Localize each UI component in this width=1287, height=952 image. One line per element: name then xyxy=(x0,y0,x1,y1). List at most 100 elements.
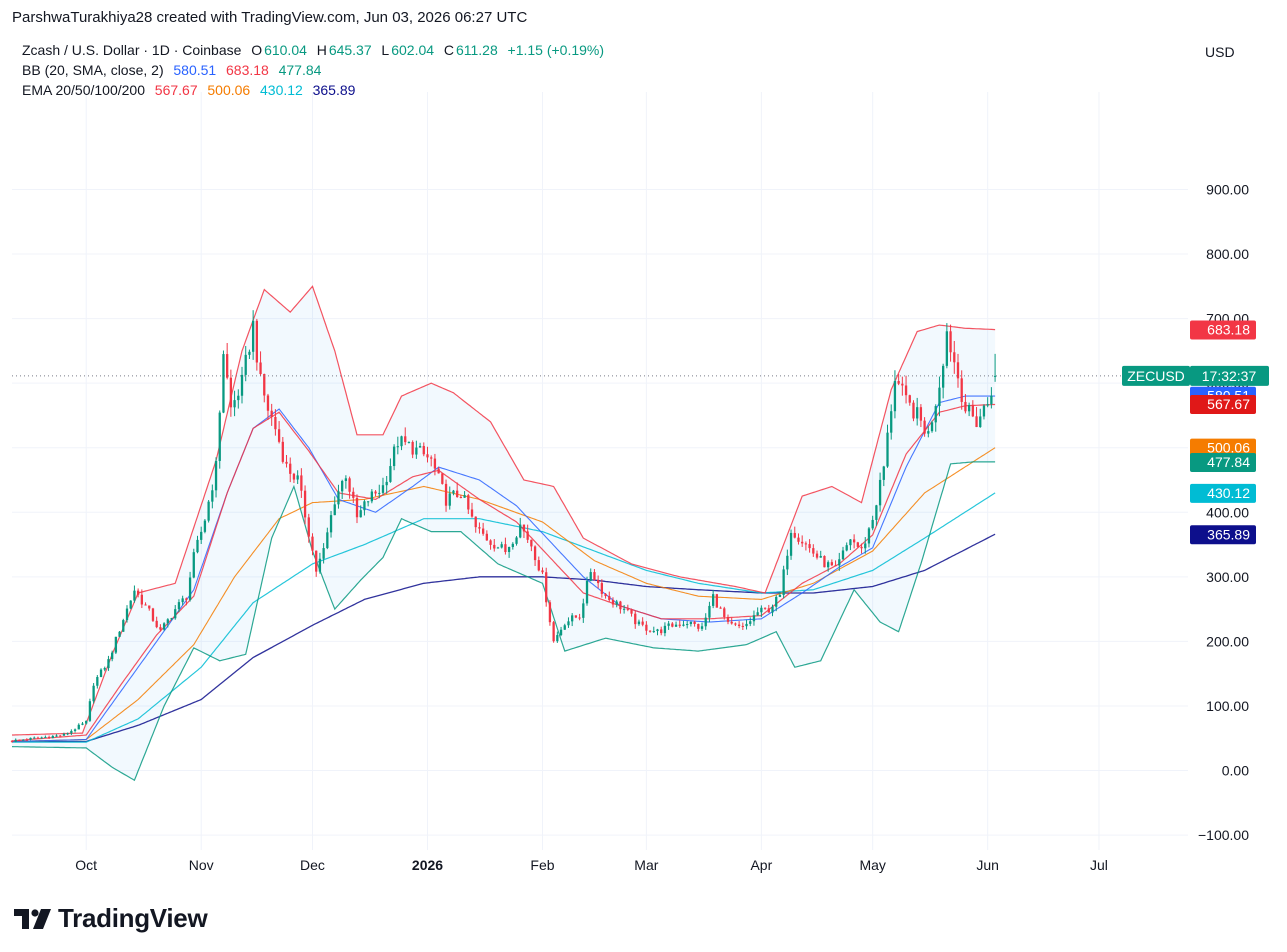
candle-body xyxy=(244,354,247,375)
candle-body xyxy=(36,737,40,739)
low-label: L xyxy=(381,42,390,58)
candle-body xyxy=(10,740,14,742)
candle-body xyxy=(752,615,756,622)
candle-body xyxy=(541,570,544,573)
change-value: +1.15 (+0.19%) xyxy=(507,42,605,58)
candle-body xyxy=(381,485,385,493)
candle-body xyxy=(55,735,58,737)
candle-body xyxy=(986,404,989,406)
candle-body xyxy=(456,490,459,498)
x-tick-label: Jul xyxy=(1090,857,1108,873)
candle-body xyxy=(934,406,937,423)
candle-body xyxy=(619,601,622,610)
candle-body xyxy=(511,543,514,548)
candle-body xyxy=(960,378,963,402)
bb-lower-value: 477.84 xyxy=(278,62,322,78)
candle-body xyxy=(333,504,336,516)
candle-body xyxy=(763,607,767,609)
close-label: C xyxy=(443,42,454,58)
y-tick-label: −100.00 xyxy=(1198,827,1249,843)
candle-body xyxy=(608,596,611,600)
candle-body xyxy=(630,609,633,614)
candle-body xyxy=(838,559,841,566)
candle-body xyxy=(404,436,407,443)
candle-body xyxy=(719,607,722,609)
candle-body xyxy=(663,625,667,634)
candle-body xyxy=(326,532,329,549)
bb-upper-value: 683.18 xyxy=(226,62,269,78)
candle-body xyxy=(537,560,540,571)
ema-label[interactable]: EMA 20/50/100/200 xyxy=(22,82,145,98)
candle-body xyxy=(882,466,885,480)
candle-body xyxy=(274,416,277,430)
candle-body xyxy=(916,407,919,419)
price-axis-label: 430.12 xyxy=(1207,485,1250,501)
symbol-tag-box[interactable] xyxy=(1122,365,1190,386)
candle-body xyxy=(711,594,715,606)
candle-body xyxy=(982,405,986,417)
candle-body xyxy=(611,599,615,605)
candle-body xyxy=(526,531,529,540)
candle-body xyxy=(797,537,800,542)
candle-body xyxy=(292,473,296,480)
symbol-title[interactable]: Zcash / U.S. Dollar · 1D · Coinbase xyxy=(22,42,242,58)
candle-body xyxy=(25,739,28,741)
candle-body xyxy=(864,543,867,549)
countdown-tag: 17:32:37 xyxy=(1202,368,1257,384)
candle-body xyxy=(70,730,73,734)
candle-body xyxy=(971,404,974,417)
candle-body xyxy=(979,416,982,428)
currency-label[interactable]: USD xyxy=(1205,44,1235,60)
candle-body xyxy=(289,463,292,474)
candle-body xyxy=(385,481,388,486)
price-axis-label: 683.18 xyxy=(1207,321,1250,337)
tradingview-logo[interactable]: TradingView xyxy=(14,903,208,934)
candle-body xyxy=(504,544,507,553)
candle-body xyxy=(352,491,355,498)
candle-body xyxy=(66,733,69,735)
candle-body xyxy=(678,624,681,626)
ema20-value: 567.67 xyxy=(154,82,198,98)
candle-body xyxy=(103,668,106,670)
x-tick-label: Mar xyxy=(634,857,658,873)
bb-label[interactable]: BB (20, SMA, close, 2) xyxy=(22,62,164,78)
candle-body xyxy=(878,479,882,506)
candle-body xyxy=(229,377,233,408)
candle-body xyxy=(582,603,585,618)
candle-body xyxy=(218,412,221,461)
candle-body xyxy=(867,528,871,544)
candle-body xyxy=(674,624,678,627)
candle-body xyxy=(437,468,440,474)
candle-body xyxy=(745,623,748,627)
candle-body xyxy=(441,473,444,484)
x-tick-label: Dec xyxy=(300,857,325,873)
candle-body xyxy=(162,623,166,630)
candle-body xyxy=(756,612,759,616)
candle-body xyxy=(303,490,307,518)
price-axis-label-box xyxy=(1190,453,1256,473)
candle-body xyxy=(749,621,752,624)
candle-body xyxy=(370,491,373,502)
symbol-tag[interactable]: ZECUSD xyxy=(1127,368,1185,384)
candle-body xyxy=(890,411,893,433)
candle-body xyxy=(111,652,114,660)
candle-body xyxy=(515,537,518,544)
candle-body xyxy=(771,606,774,613)
candle-body xyxy=(723,608,726,617)
ema200-line xyxy=(12,533,996,743)
x-tick-label: Feb xyxy=(530,857,554,873)
candle-body xyxy=(18,739,21,741)
candle-body xyxy=(144,604,147,606)
candle-body xyxy=(942,365,945,388)
candle-body xyxy=(389,466,392,482)
ema100-line xyxy=(12,492,996,743)
candle-body xyxy=(919,407,923,421)
candle-body xyxy=(507,547,511,553)
candle-body xyxy=(51,736,54,739)
candle-body xyxy=(533,546,537,561)
candle-body xyxy=(500,544,503,548)
candle-body xyxy=(329,515,333,533)
candle-body xyxy=(407,441,411,443)
candle-body xyxy=(237,395,240,401)
